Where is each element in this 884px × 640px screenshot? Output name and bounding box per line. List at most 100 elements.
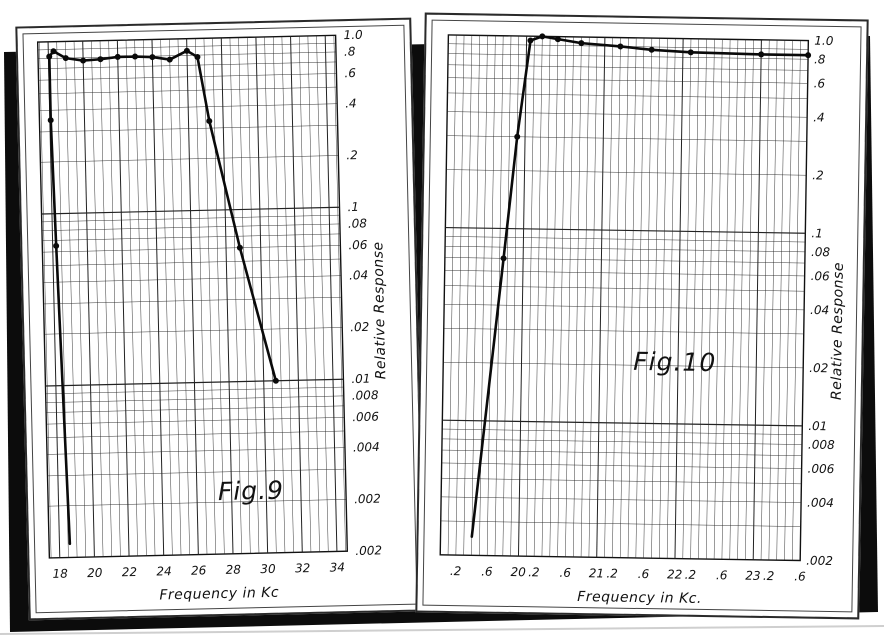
fig10-grid-vline bbox=[533, 36, 543, 557]
fig10-grid bbox=[440, 35, 809, 561]
fig10-x-tick-label: .2 bbox=[606, 566, 618, 580]
fig9-grid-vline bbox=[290, 36, 303, 553]
fig9-grid-vline bbox=[91, 40, 104, 557]
fig10-grid-vline bbox=[674, 38, 684, 559]
fig10-x-axis-label: Frequency in Kc. bbox=[577, 589, 702, 607]
fig10-grid-hline bbox=[441, 462, 802, 469]
fig9-y-tick-label: .04 bbox=[349, 268, 368, 282]
fig9-grid-vline bbox=[324, 35, 338, 552]
fig9-grid-hline bbox=[41, 206, 340, 215]
fig10-x-tick-label: .6 bbox=[794, 569, 806, 583]
fig9-data-point bbox=[132, 53, 139, 60]
fig10-grid-vline bbox=[486, 35, 496, 556]
fig10-y-tick-label: .08 bbox=[811, 245, 831, 259]
fig10-chart: 1.0 .8 .6 .4 .2 .1 .08 .06 .04 .02 .01 .008 .006 .004… bbox=[439, 33, 847, 607]
fig9-data-point bbox=[236, 244, 243, 251]
fig9-data-point bbox=[47, 117, 54, 124]
fig10-grid-hline bbox=[442, 438, 803, 445]
fig9-data-point bbox=[62, 55, 69, 62]
fig9-x-tick-label: 32 bbox=[295, 561, 311, 575]
fig10-grid-vline bbox=[698, 38, 707, 559]
fig9-grid-hline bbox=[45, 395, 344, 403]
fig10-grid-vline bbox=[580, 37, 590, 558]
fig9-grid-vline bbox=[108, 40, 121, 557]
fig9-x-tick-label: 20 bbox=[87, 566, 103, 580]
fig9-y-tick-label: .4 bbox=[345, 96, 357, 110]
fig10-grid-hline bbox=[446, 135, 807, 142]
fig10-grid-vline bbox=[659, 38, 668, 559]
fig9-grid-vline bbox=[195, 38, 208, 555]
fig10-data-point bbox=[527, 37, 534, 44]
fig9-data-point bbox=[80, 57, 87, 64]
fig10-grid-hline bbox=[444, 304, 805, 311]
fig9-y-tick-label: .008 bbox=[352, 388, 379, 403]
fig10-y-tick-label: .6 bbox=[814, 76, 826, 90]
fig9-x-axis-label: Frequency in Kc bbox=[159, 585, 279, 604]
fig10-grid-vline bbox=[447, 35, 457, 555]
fig10-grid-vline bbox=[557, 36, 566, 557]
fig10-grid-vline bbox=[588, 37, 598, 558]
fig10-grid-vline bbox=[768, 40, 778, 561]
fig10-data-point bbox=[514, 133, 521, 140]
fig9-data-point bbox=[194, 54, 201, 61]
fig10-data-point bbox=[500, 255, 507, 262]
fig9-y-tick-label: 1.0 bbox=[343, 28, 363, 42]
fig9-x-tick-label: 28 bbox=[226, 563, 242, 577]
fig9-grid-vline bbox=[143, 39, 156, 556]
fig10-grid-vline bbox=[752, 39, 762, 560]
fig9-grid-vline bbox=[298, 36, 312, 553]
fig9-grid-hline bbox=[39, 124, 338, 133]
fig10-grid-vline bbox=[721, 39, 731, 560]
fig9-grid-hline bbox=[46, 417, 345, 425]
fig10-grid-vline bbox=[737, 39, 746, 560]
fig9-grid-vline bbox=[169, 39, 182, 555]
fig10-grid-hline bbox=[447, 111, 808, 118]
fig9-grid-vline bbox=[281, 36, 294, 553]
fig9-figure-label: Fig.9 bbox=[218, 476, 285, 506]
fig9-grid-vline bbox=[116, 40, 130, 557]
fig10-grid-hline bbox=[443, 328, 804, 335]
fig9-grid-hline bbox=[42, 245, 341, 253]
fig9-data-point bbox=[46, 53, 53, 60]
fig9-grid-vline bbox=[307, 35, 320, 552]
fig9-y-axis-label: Relative Response bbox=[370, 241, 389, 379]
fig9-grid-hline bbox=[38, 86, 337, 95]
fig10-figure-label: Fig.10 bbox=[633, 347, 716, 377]
fig10-grid-hline bbox=[441, 477, 802, 485]
fig9-grid-vline bbox=[255, 37, 269, 553]
fig9-chart: 1.0 .8 .6 .4 .2 .1 .08 .06 .04 .02 .01 .008 .006 .004… bbox=[36, 28, 389, 604]
fig9-grid-hline bbox=[43, 275, 342, 283]
fig9-x-tick-label: 30 bbox=[260, 562, 276, 576]
fig10-y-tick-label: .01 bbox=[808, 419, 827, 433]
fig9-grid-hline bbox=[42, 258, 341, 267]
fig10-grid-vline bbox=[471, 35, 480, 556]
fig10-grid-hline bbox=[447, 92, 808, 99]
fig9-grid-vline bbox=[73, 41, 86, 558]
fig10-grid-vline bbox=[643, 38, 653, 559]
fig9-grid-vline bbox=[238, 37, 251, 554]
fig9-grid-vline bbox=[160, 39, 173, 556]
fig9-data-point bbox=[166, 56, 173, 63]
fig10-y-tick-label: .1 bbox=[811, 226, 823, 240]
fig10-x-tick-label: 23 bbox=[745, 569, 760, 583]
fig9-grid-hline bbox=[47, 447, 345, 455]
fig9-x-tick-label: 18 bbox=[52, 567, 68, 581]
fig10-grid-hline bbox=[447, 64, 808, 71]
fig10-grid-vline bbox=[573, 37, 582, 557]
fig10-grid-vline bbox=[479, 35, 488, 556]
fig10-grid-vline bbox=[729, 39, 739, 560]
fig10-grid-hline bbox=[442, 419, 803, 427]
fig10-grid-hline bbox=[440, 520, 801, 527]
fig10-grid-vline bbox=[549, 36, 559, 557]
fig10-data-point bbox=[617, 43, 624, 50]
fig10-grid-vline bbox=[510, 36, 520, 556]
fig10-grid-vline bbox=[690, 38, 700, 559]
fig10-series-line bbox=[470, 35, 810, 538]
fig10-y-tick-label: .002 bbox=[806, 554, 833, 568]
fig10-data-point bbox=[554, 36, 561, 43]
fig9-grid-hline bbox=[47, 468, 346, 477]
fig10-grid-vline bbox=[541, 36, 551, 557]
fig9-y-tick-label: .6 bbox=[344, 66, 356, 80]
fig9-data-point bbox=[183, 47, 190, 54]
fig9-y-tick-label: .02 bbox=[350, 320, 369, 334]
